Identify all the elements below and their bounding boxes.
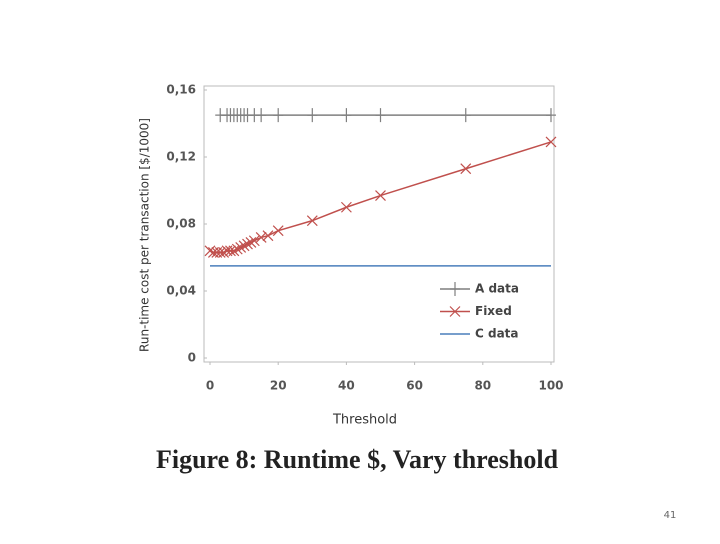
marker [307,108,318,123]
marker [460,108,471,123]
figure-caption: Figure 8: Runtime $, Vary threshold [156,445,559,474]
x-tick-label: 60 [406,379,423,393]
series-line [209,141,552,254]
x-tick-label: 0 [206,379,214,393]
marker [248,235,260,247]
marker [450,282,460,296]
marker [340,201,352,213]
marker [262,230,274,242]
marker [460,163,472,175]
x-tick-label: 100 [538,379,563,393]
marker [204,245,216,257]
x-axis-label: Threshold [332,413,397,428]
page-number: 41 [664,510,677,521]
y-tick-label: 0 [188,351,196,365]
marker [545,136,557,148]
marker [231,243,243,255]
plot-frame [203,85,555,363]
y-tick-label: 0,16 [166,83,196,97]
marker [375,108,386,123]
legend-label: C data [475,327,519,341]
x-tick-label: 80 [474,379,491,393]
y-axis-label: Run-time cost per transaction [$/1000] [138,118,152,352]
marker [242,238,253,250]
marker [272,225,284,237]
y-tick-label: 0,12 [166,150,196,164]
y-tick-label: 0,04 [166,284,196,298]
marker [341,108,352,123]
marker [449,306,461,317]
marker [235,242,247,253]
marker [245,237,257,248]
marker [218,247,230,258]
marker [225,245,236,257]
marker [375,190,386,201]
marker [273,108,284,123]
x-tick-label: 40 [338,379,355,393]
marker [238,240,250,252]
legend-label: Fixed [475,304,512,318]
marker [228,245,240,257]
marker [255,231,267,243]
marker [306,215,318,227]
marker [256,108,267,123]
marker [214,247,226,258]
legend-label: A data [475,282,519,296]
x-tick-label: 20 [270,379,287,393]
y-tick-label: 0,08 [166,217,196,231]
marker [546,108,556,123]
